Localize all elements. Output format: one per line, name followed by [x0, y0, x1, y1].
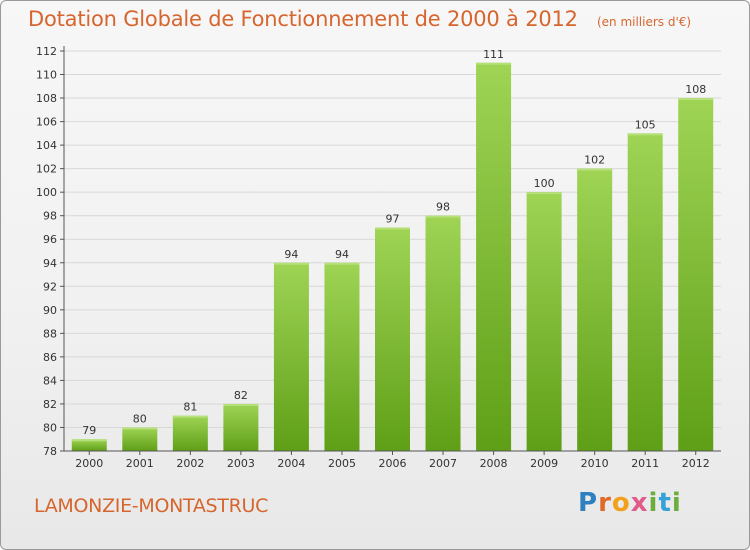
x-tick-label: 2001 [126, 457, 154, 470]
bar-top-highlight [71, 439, 107, 442]
chart-title: Dotation Globale de Fonctionnement de 20… [28, 7, 578, 31]
bar-top-highlight [172, 415, 208, 418]
bar-2001 [122, 427, 158, 451]
y-tick-label: 78 [43, 445, 57, 458]
x-axis-ticks: 2000 2001 2002 2003 2004 2005 2006 2007 2008 2009… [75, 451, 710, 470]
bar-2004 [273, 262, 309, 451]
data-label-2000: 79 [82, 424, 96, 437]
x-tick-label: 2008 [480, 457, 508, 470]
bar-top-highlight [324, 262, 360, 265]
data-label-2010: 102 [584, 154, 605, 167]
x-tick-label: 2006 [379, 457, 407, 470]
bar-2002 [172, 415, 208, 451]
y-tick-label: 110 [36, 69, 57, 82]
place-name: LAMONZIE-MONTASTRUC [34, 495, 269, 517]
x-tick-label: 2010 [581, 457, 609, 470]
x-tick-label: 2002 [176, 457, 204, 470]
y-tick-label: 94 [43, 257, 57, 270]
bar-2006 [375, 227, 410, 451]
bar-top-highlight [122, 427, 158, 430]
y-tick-label: 102 [36, 163, 57, 176]
y-tick-label: 92 [43, 280, 57, 293]
x-tick-label: 2009 [530, 457, 558, 470]
y-tick-label: 88 [43, 327, 57, 340]
bar-top-highlight [678, 98, 714, 101]
x-tick-label: 2005 [328, 457, 356, 470]
bar-2000 [71, 439, 107, 451]
y-tick-label: 106 [36, 116, 57, 129]
y-tick-label: 104 [36, 139, 57, 152]
data-labels: 79 80 81 82 94 94 97 98 111 100 102 105 108 [82, 48, 706, 437]
x-tick-label: 2004 [277, 457, 305, 470]
y-tick-label: 84 [43, 374, 57, 387]
y-tick-label: 86 [43, 351, 57, 364]
x-tick-label: 2011 [631, 457, 659, 470]
data-label-2003: 82 [234, 389, 248, 402]
data-label-2011: 105 [635, 118, 656, 131]
y-tick-label: 90 [43, 304, 57, 317]
data-label-2007: 98 [436, 201, 450, 214]
data-label-2002: 81 [183, 401, 197, 414]
bar-2003 [223, 403, 259, 451]
x-tick-label: 2007 [429, 457, 457, 470]
data-label-2005: 94 [335, 248, 349, 261]
bars [71, 62, 714, 452]
bar-top-highlight [273, 262, 309, 265]
bar-2012 [678, 98, 714, 451]
bar-top-highlight [577, 168, 613, 171]
y-tick-label: 82 [43, 398, 57, 411]
data-label-2006: 97 [386, 212, 400, 225]
data-label-2008: 111 [483, 48, 504, 61]
data-label-2001: 80 [133, 412, 147, 425]
x-tick-label: 2012 [682, 457, 710, 470]
y-axis-ticks: 78 80 82 84 86 88 90 92 94 96 98 100 102 104 106 108 110… [36, 45, 64, 458]
chart-header: Dotation Globale de Fonctionnement de 20… [28, 7, 691, 31]
y-tick-label: 112 [36, 45, 57, 58]
data-label-2012: 108 [685, 83, 706, 96]
y-tick-label: 80 [43, 421, 57, 434]
bar-top-highlight [223, 403, 259, 406]
y-tick-label: 100 [36, 186, 57, 199]
x-tick-label: 2000 [75, 457, 103, 470]
bar-top-highlight [476, 62, 512, 65]
y-tick-label: 108 [36, 92, 57, 105]
y-tick-label: 98 [43, 210, 57, 223]
bar-2007 [425, 215, 461, 451]
data-label-2004: 94 [284, 248, 298, 261]
bar-top-highlight [526, 192, 562, 195]
bar-2005 [324, 262, 360, 451]
data-label-2009: 100 [534, 177, 555, 190]
bar-top-highlight [425, 215, 461, 218]
y-tick-label: 96 [43, 233, 57, 246]
x-tick-label: 2003 [227, 457, 255, 470]
bar-2008 [476, 62, 512, 451]
bar-2009 [526, 192, 562, 452]
bar-2010 [577, 168, 613, 451]
bar-top-highlight [627, 133, 663, 136]
chart-subtitle: (en milliers d'€) [596, 15, 692, 29]
bar-top-highlight [375, 227, 410, 230]
proxiti-logo: Proxiti [578, 488, 682, 518]
bar-2011 [627, 133, 663, 451]
